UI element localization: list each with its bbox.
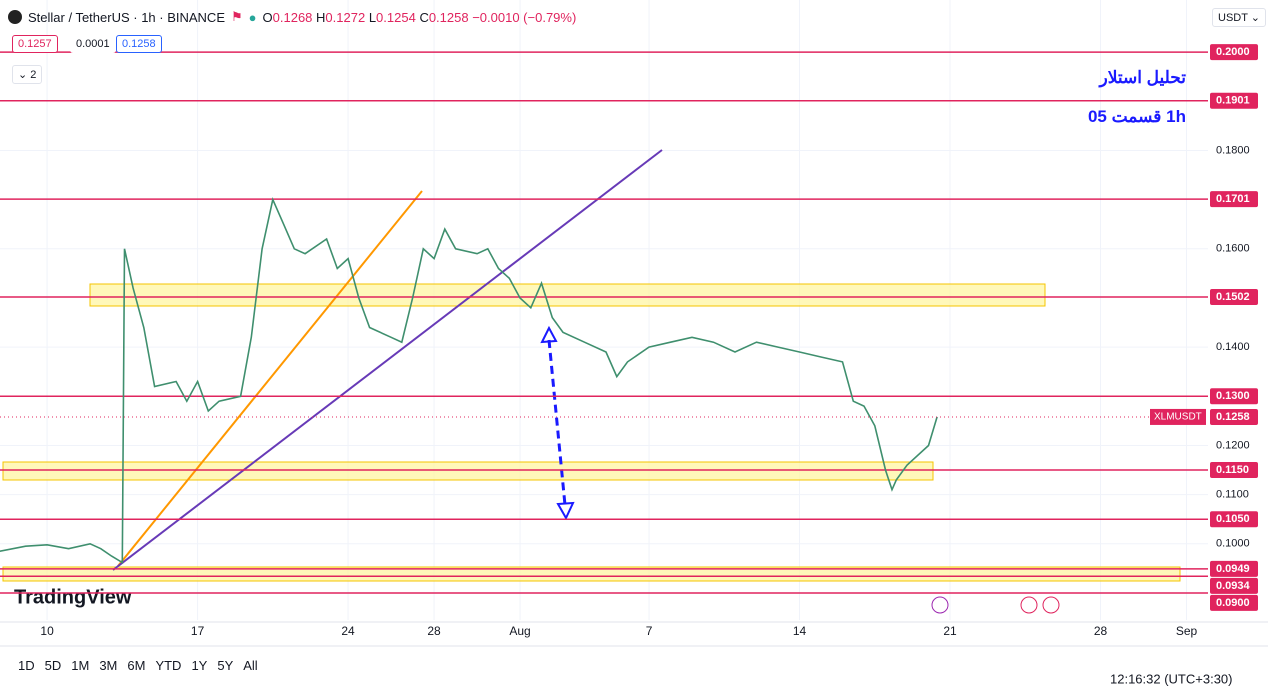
ohlc-label: L — [368, 9, 377, 25]
flag[interactable]: ⚑ — [231, 9, 243, 24]
level-label: 0.1502 — [1216, 291, 1250, 303]
ohlc-value: 0.1268 — [272, 9, 313, 25]
trend-line — [112, 149, 663, 571]
zone — [2, 566, 1181, 582]
range-button[interactable]: 6M — [127, 658, 146, 673]
last-price-name: XLMUSDT — [1154, 412, 1202, 423]
ohlc-value: 0.1272 — [325, 9, 366, 25]
range-button[interactable]: 1D — [18, 658, 35, 673]
spread: 0.0001 — [70, 35, 116, 53]
status: ● — [248, 9, 257, 25]
sell-button[interactable]: 0.1257 — [12, 35, 58, 53]
event-icon[interactable] — [931, 596, 949, 614]
event-icon[interactable] — [1042, 596, 1060, 614]
arrow-head — [556, 501, 575, 521]
y-tick-label: 0.1800 — [1216, 144, 1250, 156]
x-tick-label: 21 — [943, 624, 957, 638]
level-label-box — [1210, 462, 1258, 479]
currency-button[interactable]: USDT ⌄ — [1212, 8, 1267, 27]
trend-line — [117, 190, 423, 567]
level-label: 0.0900 — [1216, 597, 1250, 609]
last-price-box — [1210, 408, 1258, 425]
annotation: 1h قسمت 05 — [1087, 107, 1186, 126]
level-label: 0.1300 — [1216, 390, 1250, 402]
y-tick-label: 0.1600 — [1216, 243, 1250, 255]
x-tick-label: Sep — [1176, 624, 1198, 638]
level-label: 0.1050 — [1216, 513, 1250, 525]
y-tick-label: 0.1000 — [1216, 538, 1250, 550]
ohlc-value: 0.1254 — [376, 9, 416, 25]
range-button[interactable]: 5Y — [217, 658, 234, 673]
x-tick-label: 14 — [793, 624, 807, 638]
level-label: 0.1901 — [1216, 95, 1250, 107]
range-button[interactable]: 5D — [44, 658, 62, 673]
x-tick-label: Aug — [509, 624, 530, 638]
event-icon[interactable] — [1020, 596, 1038, 614]
symbol[interactable]: Stellar / TetherUS · 1h · BINANCE — [28, 9, 225, 25]
level-label: 0.1150 — [1216, 464, 1249, 476]
x-tick-label: 10 — [40, 624, 54, 638]
level-label-box — [1210, 288, 1258, 305]
last-price-label: 0.1258 — [1216, 411, 1250, 423]
indicator-count: 2 — [30, 69, 37, 81]
range-button[interactable]: YTD — [155, 658, 182, 673]
indicators-toggle[interactable]: ⌄ 2 — [12, 65, 43, 84]
level-label-box — [1210, 511, 1258, 528]
range-button[interactable]: 1M — [71, 658, 90, 673]
change: −0.0010 (−0.79%) — [472, 9, 577, 25]
level-label-box — [1210, 44, 1258, 61]
y-tick-label: 0.1400 — [1216, 341, 1250, 353]
x-tick-label: 7 — [646, 624, 653, 638]
level-label: 0.1701 — [1216, 193, 1250, 205]
level-label-box — [1210, 560, 1258, 577]
range-button[interactable]: 1Y — [191, 658, 208, 673]
level-label: 0.0949 — [1216, 563, 1250, 575]
arrow-head — [540, 325, 558, 344]
level-label-box — [1210, 388, 1258, 405]
level-label-box — [1210, 594, 1258, 611]
x-tick-label: 28 — [427, 624, 441, 638]
range-button[interactable]: 3M — [99, 658, 118, 673]
zone — [89, 283, 1046, 307]
x-tick-label: 24 — [341, 624, 355, 638]
level-label-box — [1210, 191, 1258, 208]
level-label-box — [1210, 577, 1258, 594]
x-tick-label: 28 — [1094, 624, 1108, 638]
ohlc-label: O — [262, 9, 273, 25]
currency: USDT — [1218, 12, 1248, 24]
last-price-name-box — [1150, 408, 1206, 425]
ohlc-value: 0.1258 — [428, 9, 469, 25]
range-bar: 1D 5D 1M 3M 6M YTD 1Y 5Y All — [18, 658, 258, 673]
annotation: تحلیل استلار — [1099, 68, 1186, 87]
y-tick-label: 0.1200 — [1216, 439, 1250, 451]
buy-button[interactable]: 0.1258 — [116, 35, 162, 53]
ohlc: O0.1268 H0.1272 L0.1254 C0.1258 −0.0010 … — [263, 10, 577, 25]
zone — [2, 461, 934, 481]
symbol-icon — [8, 10, 22, 24]
ohlc-label: C — [419, 9, 429, 25]
x-tick-label: 17 — [191, 624, 205, 638]
ohlc-label: H — [316, 9, 326, 25]
level-label: 0.2000 — [1216, 46, 1250, 58]
header: Stellar / TetherUS · 1h · BINANCE ⚑ ● O0… — [8, 9, 576, 25]
level-label-box — [1210, 92, 1258, 109]
arrow — [547, 339, 567, 506]
level-label: 0.0934 — [1216, 580, 1251, 592]
logo: TradingView — [14, 586, 132, 608]
range-button[interactable]: All — [243, 658, 258, 673]
clock: 12:16:32 (UTC+3:30) — [1110, 671, 1232, 686]
price-line — [0, 197, 938, 564]
y-tick-label: 0.1100 — [1216, 489, 1249, 501]
